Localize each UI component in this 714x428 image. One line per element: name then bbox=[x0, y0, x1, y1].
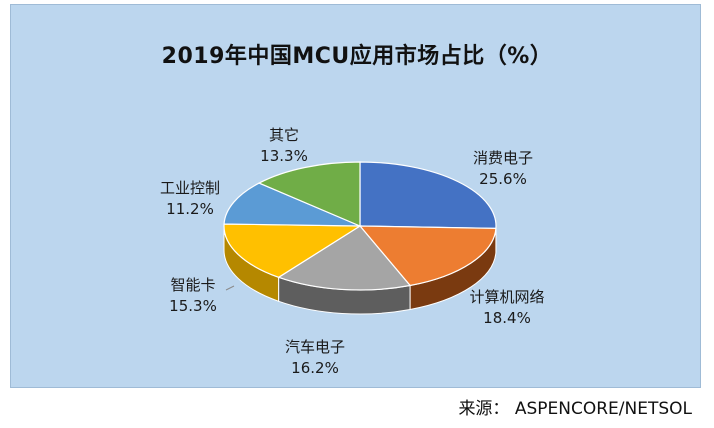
pie-slice-2 bbox=[277, 225, 412, 291]
slice-name-label-1: 计算机网络 bbox=[469, 288, 544, 306]
pie-slice-0 bbox=[359, 161, 497, 230]
slice-name-label-4: 工业控制 bbox=[160, 179, 220, 197]
pie-labels: 消费电子 25.6% 计算机网络 18.4% 汽车电子 16.2% 智能卡 15.3% 工业控制… bbox=[160, 126, 545, 377]
pie-slice-1 bbox=[358, 225, 497, 287]
slice-value-label-3: 15.3% bbox=[169, 297, 217, 315]
slice-name-label-5: 其它 bbox=[269, 126, 299, 144]
slice-value-label-0: 25.6% bbox=[479, 170, 527, 188]
slice-value-label-1: 18.4% bbox=[483, 309, 531, 327]
pie-slice-5 bbox=[257, 161, 361, 227]
slice-name-label-0: 消费电子 bbox=[473, 149, 533, 167]
pie-tops bbox=[223, 161, 497, 291]
slice-value-label-4: 11.2% bbox=[166, 200, 214, 218]
leader-line bbox=[225, 285, 235, 291]
pie-slice-3 bbox=[223, 223, 363, 278]
source-text: 来源： ASPENCORE/NETSOL bbox=[458, 399, 692, 419]
slice-value-label-2: 16.2% bbox=[291, 359, 339, 377]
slice-value-label-5: 13.3% bbox=[260, 147, 308, 165]
slice-name-label-3: 智能卡 bbox=[170, 276, 215, 294]
pie-slice-4 bbox=[223, 182, 361, 227]
chart-title: 2019年中国MCU应用市场占比（%） bbox=[161, 44, 553, 69]
slice-name-label-2: 汽车电子 bbox=[285, 338, 345, 356]
pie-sides bbox=[223, 225, 497, 315]
pie-leaders bbox=[225, 285, 235, 291]
